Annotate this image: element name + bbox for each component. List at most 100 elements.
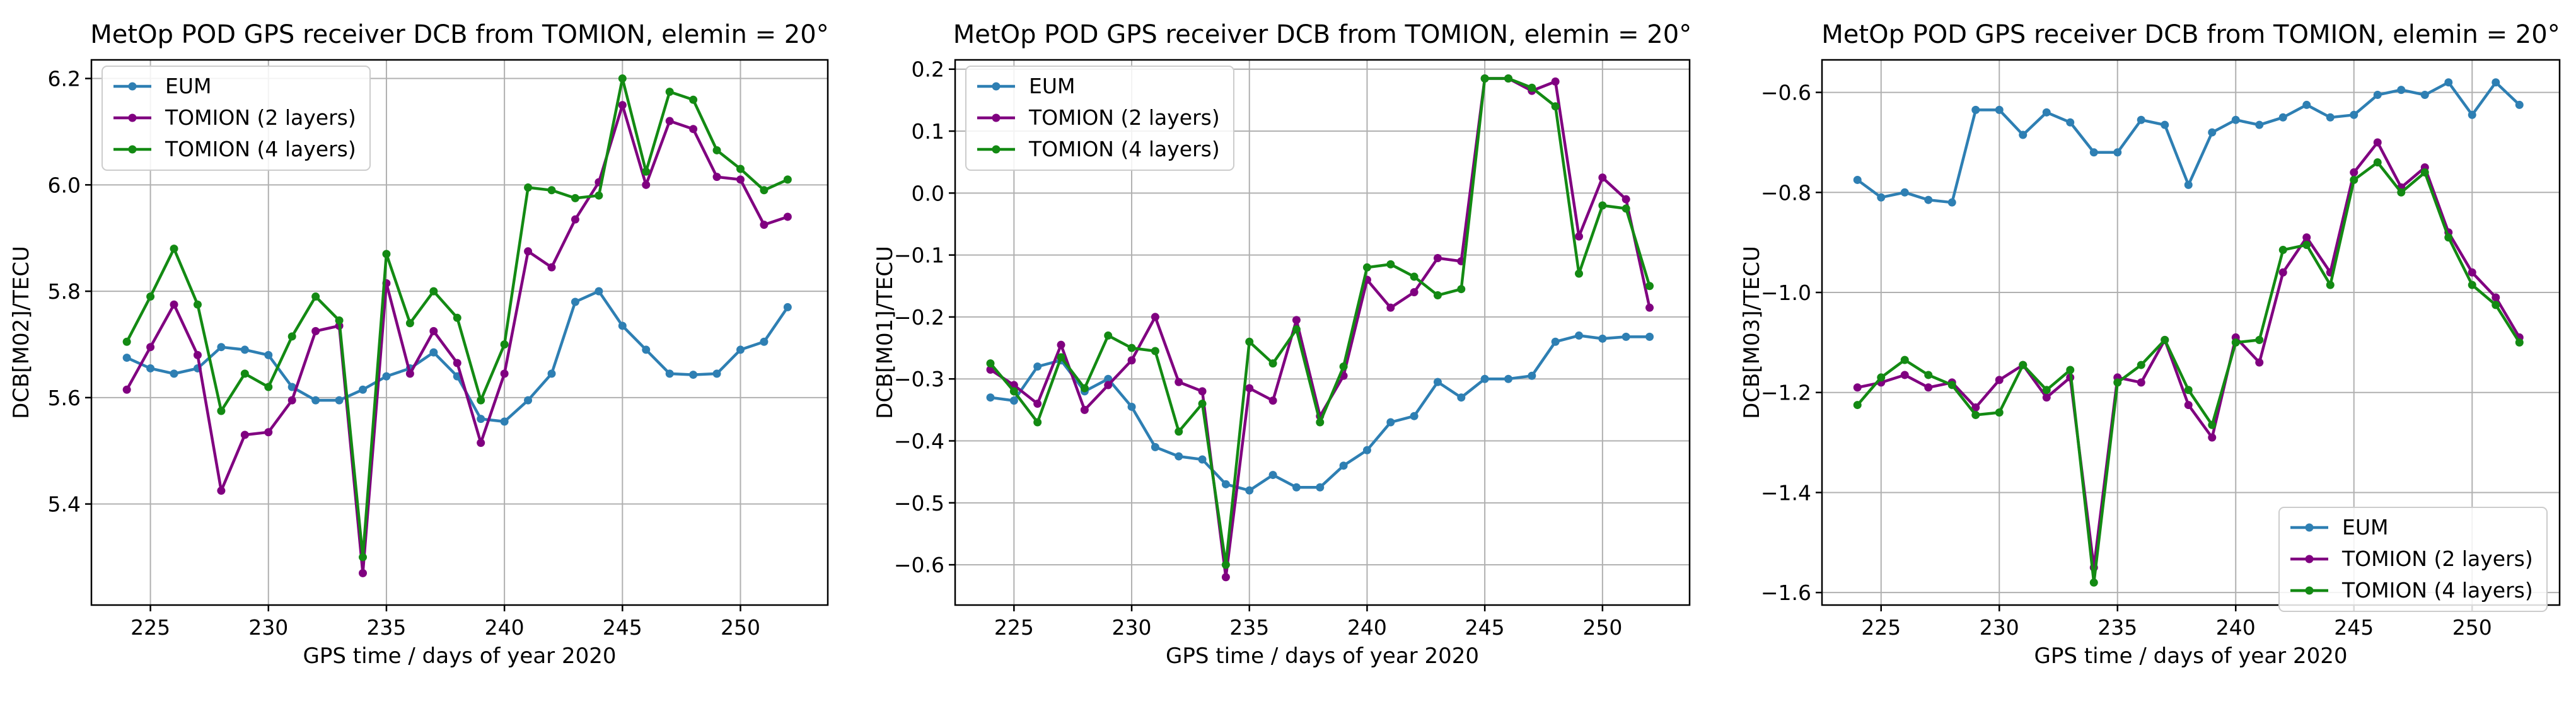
data-point <box>240 369 249 378</box>
data-point <box>1175 427 1183 436</box>
data-point <box>1080 384 1089 393</box>
legend: EUM TOMION (2 layers) TOMION (4 layers) <box>965 66 1234 171</box>
data-point <box>240 345 249 354</box>
data-point <box>2184 386 2193 395</box>
data-point <box>1622 195 1630 204</box>
data-point <box>2302 241 2311 250</box>
x-axis-label: GPS time / days of year 2020 <box>1166 643 1479 669</box>
data-point <box>1009 396 1018 405</box>
data-point <box>2373 158 2382 167</box>
data-point <box>2444 78 2453 87</box>
data-point <box>193 300 202 309</box>
x-tick-label: 240 <box>2216 615 2256 640</box>
data-point <box>264 428 273 437</box>
data-point <box>2468 280 2476 289</box>
legend-label-1: EUM <box>1029 74 1075 98</box>
data-point <box>2161 120 2169 129</box>
data-point <box>1221 480 1230 488</box>
data-point <box>2042 386 2051 395</box>
data-point <box>500 417 509 426</box>
data-point <box>2042 108 2051 117</box>
y-tick-label: 0.0 <box>912 181 944 205</box>
data-point <box>1410 412 1419 420</box>
data-point <box>287 332 296 341</box>
data-point <box>1245 486 1254 495</box>
legend-box <box>102 66 371 171</box>
data-point <box>547 369 556 378</box>
data-point <box>1575 331 1584 340</box>
y-tick-label: −1.0 <box>1761 280 1811 305</box>
data-point <box>1198 400 1207 408</box>
data-point <box>217 343 226 352</box>
data-point <box>1947 198 1956 207</box>
data-point <box>595 191 603 200</box>
legend-marker-3 <box>128 145 137 154</box>
data-point <box>1221 573 1230 582</box>
data-point <box>2184 401 2193 410</box>
data-point <box>2137 378 2145 387</box>
data-point <box>2350 168 2358 177</box>
x-tick-label: 235 <box>2097 615 2137 640</box>
data-point <box>2019 130 2028 139</box>
data-point <box>1924 195 1933 204</box>
data-point <box>2066 118 2075 127</box>
x-tick-label: 250 <box>2452 615 2492 640</box>
chart-title: MetOp POD GPS receiver DCB from TOMION, … <box>1821 20 2560 49</box>
x-axis-label: GPS time / days of year 2020 <box>303 643 617 669</box>
data-point <box>524 183 533 192</box>
data-point <box>1009 387 1018 396</box>
data-point <box>122 354 131 362</box>
data-point <box>2019 361 2028 369</box>
data-point <box>2492 293 2500 302</box>
data-point <box>1268 471 1277 480</box>
data-point <box>287 383 296 391</box>
data-point <box>1900 188 1909 197</box>
data-point <box>547 186 556 195</box>
x-tick-label: 245 <box>1465 615 1505 640</box>
y-tick-label: −0.4 <box>894 429 944 454</box>
data-point <box>1457 393 1466 402</box>
y-tick-label: 5.8 <box>48 279 81 304</box>
data-point <box>571 215 579 224</box>
data-point <box>1971 105 1980 114</box>
y-tick-label: −0.5 <box>894 491 944 516</box>
data-point <box>477 396 485 405</box>
data-point <box>1151 347 1159 355</box>
y-tick-label: 6.0 <box>48 173 81 197</box>
data-point <box>2255 358 2264 367</box>
data-point <box>1127 343 1136 352</box>
data-point <box>2089 578 2098 587</box>
data-point <box>1622 204 1630 213</box>
data-point <box>618 321 627 330</box>
data-point <box>1386 260 1395 268</box>
data-point <box>986 359 995 368</box>
data-point <box>2208 433 2217 442</box>
data-point <box>2231 115 2240 124</box>
data-point <box>264 383 273 391</box>
data-point <box>2420 168 2429 177</box>
data-point <box>335 316 344 325</box>
data-point <box>1528 371 1536 380</box>
data-point <box>665 117 674 125</box>
data-point <box>1198 387 1207 396</box>
axes-frame <box>1821 59 2561 606</box>
data-point <box>1245 337 1254 346</box>
data-point <box>1645 282 1654 291</box>
legend-label-2: TOMION (2 layers) <box>2341 546 2533 571</box>
data-point <box>1480 74 1489 83</box>
data-point <box>760 221 769 229</box>
data-point <box>311 326 320 335</box>
data-point <box>2278 268 2287 277</box>
data-point <box>193 350 202 359</box>
x-tick-label: 250 <box>1582 615 1622 640</box>
legend-label-1: EUM <box>165 74 211 98</box>
data-point <box>595 287 603 296</box>
data-point <box>1362 446 1371 454</box>
data-point <box>1221 560 1230 569</box>
data-point <box>1504 74 1512 83</box>
data-point <box>2066 366 2075 374</box>
data-point <box>240 430 249 439</box>
data-point <box>1598 173 1607 182</box>
data-point <box>712 369 721 378</box>
